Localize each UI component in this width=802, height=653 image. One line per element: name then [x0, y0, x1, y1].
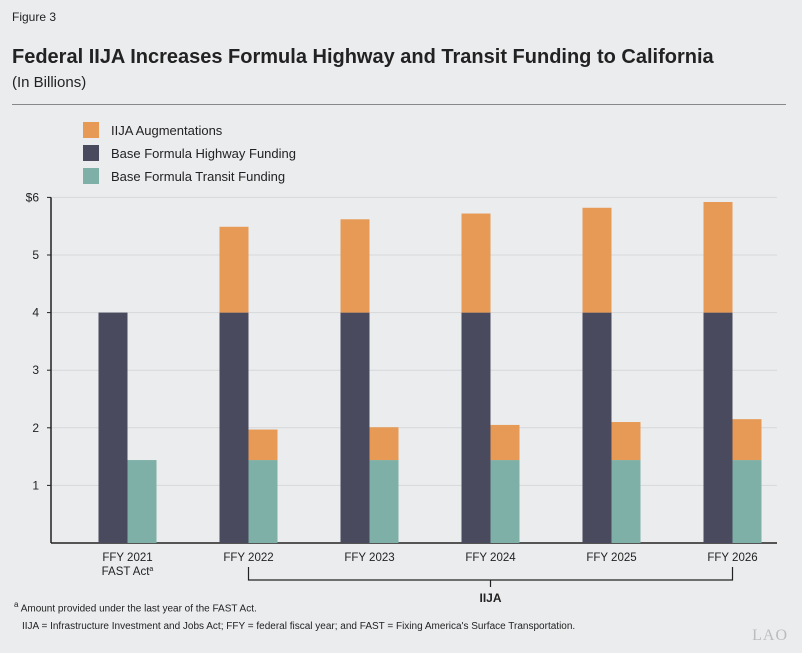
x-tick-sublabel: FAST Acta	[102, 566, 154, 578]
x-tick-label: FFY 2026	[707, 552, 757, 564]
y-tick-label: 2	[32, 421, 39, 435]
legend-item-highway: Base Formula Highway Funding	[83, 145, 296, 161]
title-divider	[12, 104, 786, 105]
footnote-marker: a	[149, 566, 153, 573]
y-tick-label: $6	[26, 190, 40, 204]
legend-item-transit: Base Formula Transit Funding	[83, 168, 285, 184]
legend-item-augmentations: IIJA Augmentations	[83, 122, 222, 138]
iija-bracket	[247, 567, 734, 581]
y-tick-label: 1	[32, 478, 39, 492]
footnote-abbreviations: IIJA = Infrastructure Investment and Job…	[22, 621, 576, 632]
bar-highway-augmentation	[219, 226, 249, 313]
bar-transit-base	[248, 460, 278, 543]
x-tick-label: FFY 2022	[223, 552, 273, 564]
iija-bracket-label: IIJA	[479, 591, 501, 605]
bar-highway-base	[582, 312, 612, 543]
legend-swatch	[83, 168, 99, 184]
bar-highway-augmentation	[582, 207, 612, 313]
bar-transit-base	[490, 460, 520, 543]
legend-swatch	[83, 145, 99, 161]
bar-highway-base	[340, 312, 370, 543]
legend-label: Base Formula Transit Funding	[111, 168, 286, 184]
legend-label: Base Formula Highway Funding	[111, 145, 296, 161]
bar-transit-base	[732, 460, 762, 543]
bar-highway-base	[703, 312, 733, 543]
y-tick-label: 4	[32, 306, 39, 320]
bar-highway-base	[219, 312, 249, 543]
bar-transit-augmentation	[732, 419, 762, 461]
footnote-marker: a	[14, 600, 19, 609]
bar-highway-augmentation	[703, 202, 733, 313]
bar-transit-augmentation	[611, 422, 641, 461]
legend-label: IIJA Augmentations	[111, 122, 223, 138]
footnote-text: Amount provided under the last year of t…	[20, 603, 257, 615]
x-tick-label: FFY 2021	[102, 552, 152, 564]
x-tick-label: FFY 2024	[465, 552, 516, 564]
bar-highway-base	[461, 312, 491, 543]
bar-transit-augmentation	[369, 427, 399, 461]
chart-subtitle: (In Billions)	[12, 74, 87, 91]
bar-transit-augmentation	[248, 429, 278, 461]
lao-logo: LAO	[752, 627, 788, 644]
bar-highway-augmentation	[461, 213, 491, 313]
bar-transit-base	[127, 460, 157, 543]
figure-label: Figure 3	[12, 10, 57, 24]
footnote-a: a Amount provided under the last year of…	[14, 600, 257, 614]
bar-highway-base	[98, 312, 128, 543]
y-tick-label: 5	[32, 248, 39, 262]
chart-title: Federal IIJA Increases Formula Highway a…	[12, 46, 714, 68]
x-tick-label: FFY 2025	[586, 552, 636, 564]
y-tick-label: 3	[32, 363, 39, 377]
bar-highway-augmentation	[340, 219, 370, 313]
x-tick-label: FFY 2023	[344, 552, 394, 564]
bar-transit-base	[611, 460, 641, 543]
legend-swatch	[83, 122, 99, 138]
bar-transit-augmentation	[490, 424, 520, 461]
bar-transit-base	[369, 460, 399, 543]
